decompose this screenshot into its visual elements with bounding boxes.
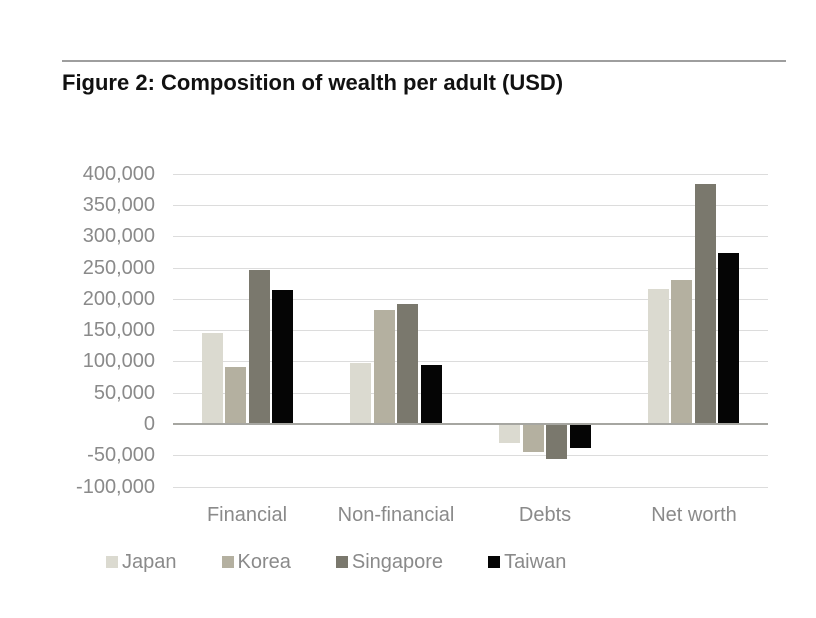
y-tick-label: -50,000 bbox=[87, 444, 155, 466]
x-category-label-financial: Financial bbox=[206, 504, 288, 526]
legend-swatch-korea bbox=[221, 556, 234, 568]
bar-japan-financial bbox=[202, 333, 223, 424]
gridline bbox=[173, 487, 768, 488]
figure-title: Figure 2: Composition of wealth per adul… bbox=[62, 70, 564, 95]
legend-item-japan: Japan bbox=[106, 551, 177, 573]
bar-korea-debts bbox=[523, 425, 544, 452]
y-tick-label: 300,000 bbox=[82, 225, 155, 247]
bar-korea-net-worth bbox=[671, 280, 692, 424]
bar-singapore-net-worth bbox=[695, 184, 716, 424]
gridline bbox=[173, 236, 768, 237]
legend-label-korea: Korea bbox=[237, 551, 291, 573]
legend-item-korea: Korea bbox=[221, 551, 291, 573]
legend-item-taiwan: Taiwan bbox=[488, 551, 566, 573]
legend-item-singapore: Singapore bbox=[335, 551, 444, 573]
gridline bbox=[173, 455, 768, 456]
gridline bbox=[173, 330, 768, 331]
gridline bbox=[173, 299, 768, 300]
gridline bbox=[173, 361, 768, 362]
bar-japan-net-worth bbox=[648, 289, 669, 424]
y-tick-label: 250,000 bbox=[82, 257, 155, 279]
bar-singapore-non-financial bbox=[397, 304, 418, 424]
x-category-label-debts: Debts bbox=[518, 504, 572, 526]
y-tick-label: 50,000 bbox=[93, 382, 155, 404]
bar-korea-financial bbox=[225, 367, 246, 424]
x-category-label-non-financial: Non-financial bbox=[337, 504, 455, 526]
bar-taiwan-financial bbox=[272, 290, 293, 424]
gridline bbox=[173, 393, 768, 394]
bar-japan-debts bbox=[499, 425, 520, 443]
bar-singapore-financial bbox=[249, 270, 270, 424]
legend-swatch-japan bbox=[106, 556, 118, 568]
y-tick-label: 350,000 bbox=[82, 194, 155, 216]
legend-swatch-singapore bbox=[335, 556, 348, 568]
gridline bbox=[173, 205, 768, 206]
zero-axis-line bbox=[173, 423, 768, 425]
bar-taiwan-net-worth bbox=[718, 253, 739, 424]
gridline bbox=[173, 268, 768, 269]
y-tick-label: 200,000 bbox=[82, 288, 155, 310]
gridline bbox=[173, 174, 768, 175]
bar-singapore-debts bbox=[546, 425, 567, 459]
legend-label-taiwan: Taiwan bbox=[504, 551, 567, 573]
legend-label-japan: Japan bbox=[122, 551, 177, 573]
chart-legend: Japan Korea Singapore Taiwan bbox=[106, 551, 566, 573]
x-category-label-net-worth: Net worth bbox=[651, 504, 737, 526]
top-rule bbox=[62, 60, 786, 62]
y-tick-label: 100,000 bbox=[82, 350, 155, 372]
y-tick-label: 150,000 bbox=[82, 319, 155, 341]
y-tick-label: 0 bbox=[143, 413, 155, 435]
legend-label-singapore: Singapore bbox=[351, 551, 444, 573]
bar-taiwan-non-financial bbox=[421, 365, 442, 424]
y-tick-label: -100,000 bbox=[76, 476, 155, 498]
bar-korea-non-financial bbox=[374, 310, 395, 424]
y-tick-label: 400,000 bbox=[82, 163, 155, 185]
bar-japan-non-financial bbox=[350, 363, 371, 424]
legend-swatch-taiwan bbox=[488, 556, 501, 568]
bar-taiwan-debts bbox=[570, 425, 591, 448]
